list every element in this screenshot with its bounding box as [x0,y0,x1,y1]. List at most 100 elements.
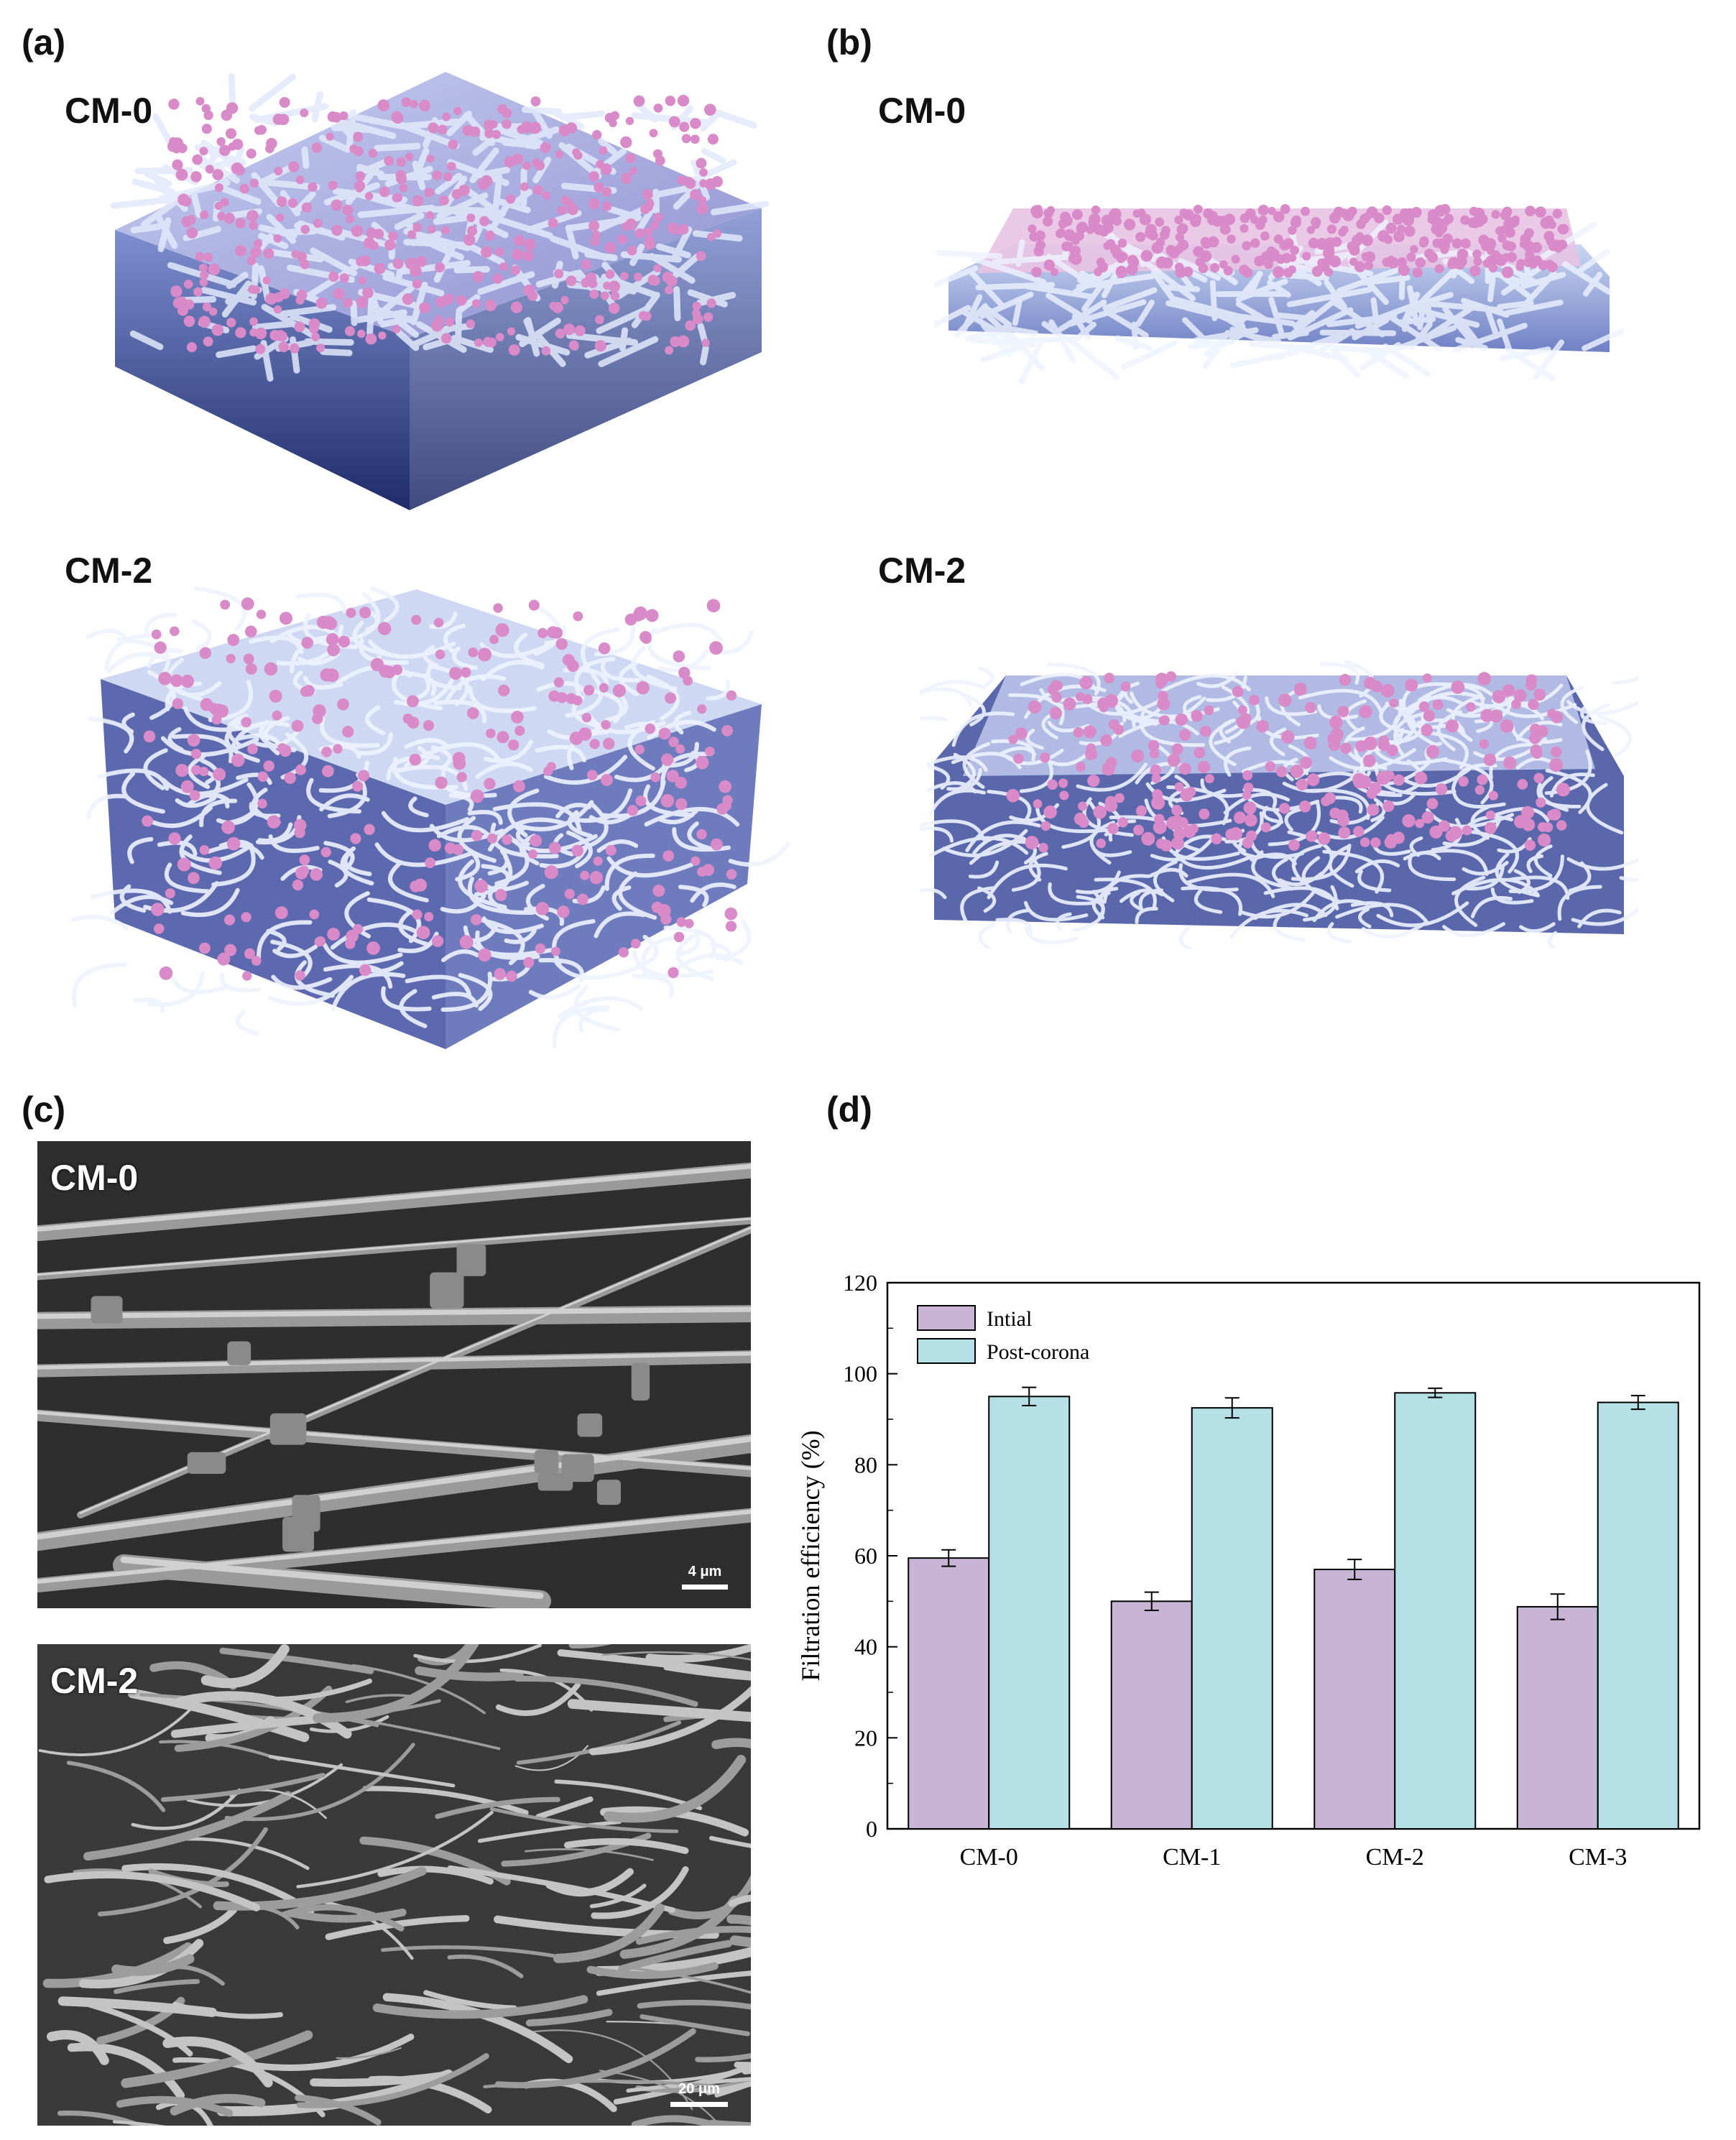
particle [530,96,541,107]
fiber [1417,305,1426,331]
sem-fiber [37,1350,751,1378]
particle [1311,220,1321,229]
fiber [1223,792,1291,815]
sem-crystal [596,1480,622,1505]
particle [1086,743,1096,753]
sem-fiber [310,2071,450,2087]
sem-fiber-highlight [37,1411,751,1470]
particle [364,192,374,200]
fiber [673,286,681,322]
sem-crystal [456,1244,486,1276]
particle [226,128,237,139]
particle [279,96,290,108]
sem-fiber [631,2115,724,2126]
fiber [1534,844,1553,878]
particle [696,157,707,169]
fiber [200,287,257,306]
particle [1015,727,1028,740]
particle [316,615,330,629]
particle [471,830,483,841]
particle [399,183,408,193]
fiber [646,674,680,721]
fiber [219,972,262,992]
fiber [188,754,211,790]
sem-fiber [131,1788,241,1830]
fiber [978,923,995,949]
particle [573,611,583,622]
particle [392,324,401,333]
particle [1033,246,1044,257]
particle [1151,795,1165,810]
particle [1191,710,1203,722]
particle [552,302,563,313]
particle [278,341,290,353]
fiber [1442,922,1506,938]
particle [1193,246,1204,257]
particle [295,175,305,185]
particle [1171,814,1183,826]
fiber [1335,903,1429,925]
fiber [565,830,593,869]
particle [601,201,612,211]
sem-crystal [561,1454,594,1482]
particle [1068,253,1079,264]
particle [620,172,632,184]
particle [342,204,354,216]
fiber [967,268,1005,309]
particle [684,918,694,928]
particle [605,269,615,280]
particle [358,276,366,285]
fiber [1582,327,1624,351]
fiber [492,802,582,834]
particle [711,176,724,188]
sem-fiber-highlight [37,1436,751,1540]
fiber [468,686,537,714]
particle [338,635,351,648]
particle [484,230,495,241]
particle [151,629,162,640]
particle [672,226,680,235]
fiber [667,953,744,977]
particle [1155,217,1165,227]
fiber [72,914,129,931]
particle [291,719,304,732]
fiber [346,109,357,150]
particle [710,838,723,851]
particle [528,599,540,611]
particle [1091,205,1101,215]
y-tick-label: 20 [854,1725,877,1751]
particle [1047,779,1058,790]
particle [650,772,660,783]
fiber [578,1007,609,1033]
fiber [1442,306,1479,349]
particle [1377,739,1390,751]
particle [697,704,707,714]
fiber [1094,877,1157,911]
sem-fiber [714,2081,751,2098]
particle [595,160,604,169]
particle [1083,725,1096,739]
fiber [399,989,428,1028]
particle [1106,239,1116,249]
particle [1246,830,1257,841]
particle [530,834,542,847]
particle [1165,671,1177,682]
fiber [1465,864,1505,891]
particle [191,765,201,775]
particle [1458,776,1469,787]
particle [1326,224,1337,234]
particle [301,637,314,649]
particle [484,119,495,131]
particle [327,928,341,941]
particle [193,287,203,297]
fiber [1510,724,1563,744]
fiber [1291,844,1322,884]
fiber [1024,900,1089,922]
particle [678,223,689,235]
particle [1306,226,1315,234]
particle [366,941,380,955]
particle [1497,234,1507,243]
particle [541,346,551,356]
particle [1305,701,1316,714]
particle [679,121,690,132]
